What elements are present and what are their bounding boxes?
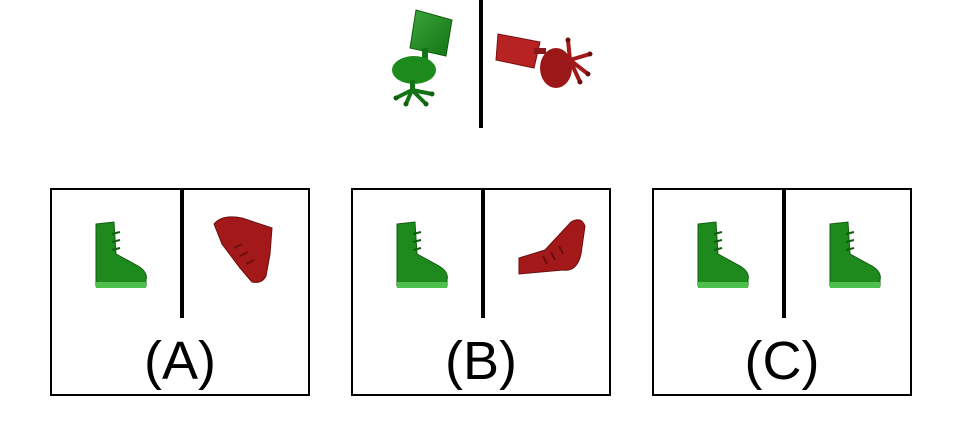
reference-divider (479, 0, 483, 128)
option-b-label: (B) (445, 331, 517, 391)
boot-icon (697, 221, 749, 288)
boot-icon (95, 221, 147, 288)
boot-icon (829, 221, 881, 288)
option-c[interactable]: (C) (652, 188, 912, 396)
option-b[interactable]: (B) (351, 188, 611, 396)
option-b-divider (481, 190, 485, 318)
office-chair-icon (392, 9, 453, 107)
boot-icon (213, 216, 273, 283)
office-chair-icon (495, 33, 593, 88)
option-a[interactable]: (A) (50, 188, 310, 396)
option-c-label: (C) (744, 331, 820, 391)
boot-icon (396, 221, 448, 288)
option-a-divider (180, 190, 184, 318)
option-c-divider (782, 190, 786, 318)
boot-icon (518, 219, 586, 275)
option-a-label: (A) (144, 331, 216, 391)
